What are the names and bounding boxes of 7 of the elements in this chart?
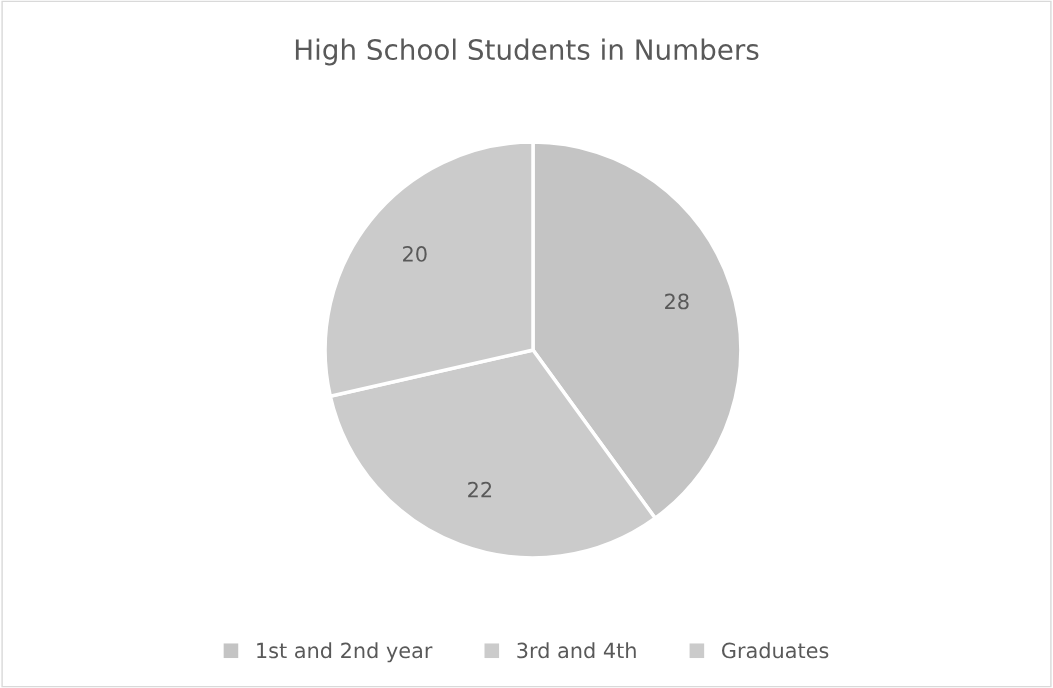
data-label: 28	[665, 293, 689, 310]
legend-label: 1st and 2nd year	[257, 642, 433, 663]
chart-title: High School Students in Numbers	[295, 38, 759, 66]
legend-label: Graduates	[721, 642, 829, 659]
legend-label: 3rd and 4th	[517, 642, 636, 659]
data-label: 20	[403, 246, 427, 262]
data-label: 22	[468, 481, 492, 498]
